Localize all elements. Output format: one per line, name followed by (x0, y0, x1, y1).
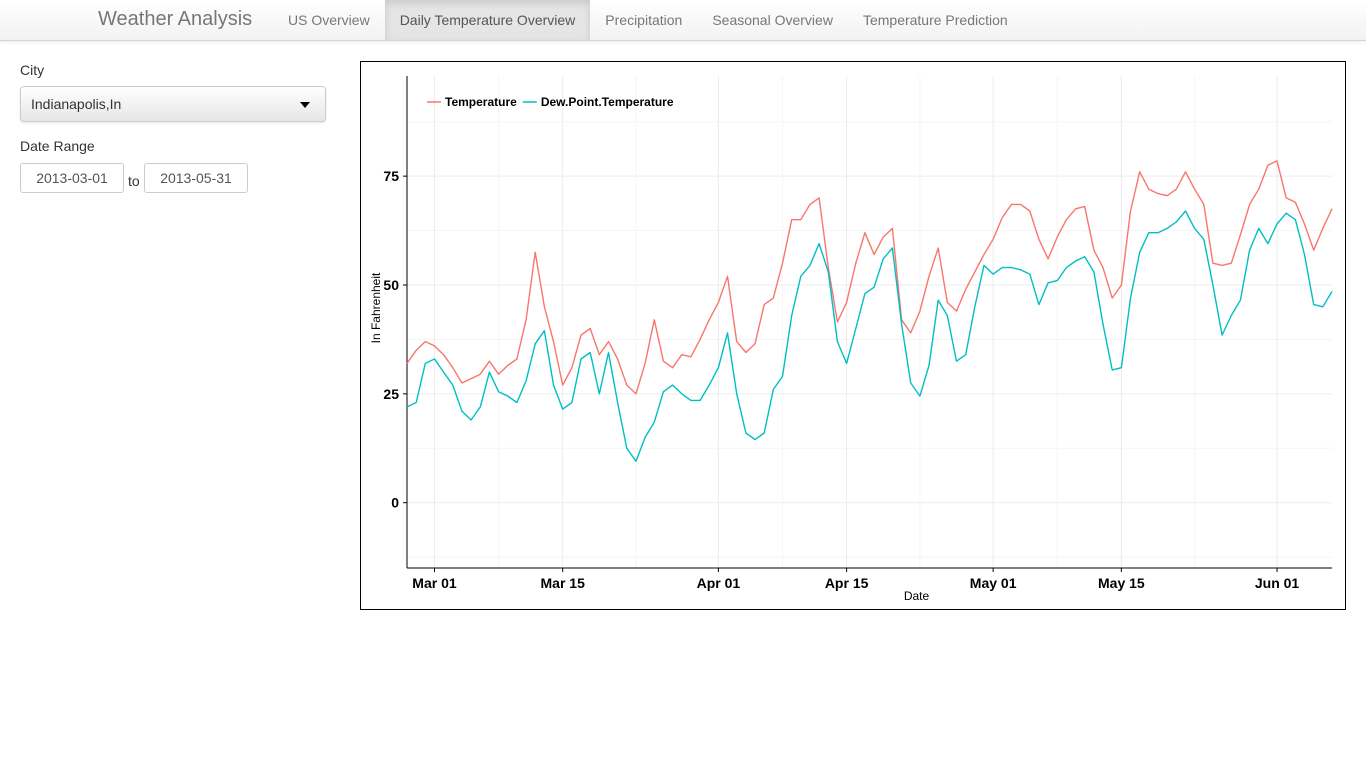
x-tick-label: Apr 15 (825, 575, 869, 591)
date-range-label: Date Range (20, 138, 95, 154)
city-select[interactable]: Indianapolis,In (20, 86, 326, 122)
legend-label-temperature: Temperature (445, 95, 517, 109)
y-tick-label: 75 (383, 168, 399, 184)
y-axis-label: In Fahrenheit (369, 272, 383, 343)
legend-label-dew-point: Dew.Point.Temperature (541, 95, 674, 109)
x-axis-label: Date (904, 589, 930, 603)
temperature-plot: 0 25 50 75 Mar 01 Mar 15 Apr 01 Apr 15 May 01 May… (360, 61, 1346, 610)
x-tick-label: Apr 01 (697, 575, 741, 591)
city-label: City (20, 62, 45, 78)
temperature-chart: 0 25 50 75 Mar 01 Mar 15 Apr 01 Apr 15 May 01 May… (369, 76, 1333, 603)
caret-down-icon (300, 102, 310, 108)
x-tick-label: Jun 01 (1255, 575, 1300, 591)
tab-precipitation[interactable]: Precipitation (605, 12, 683, 28)
tab-daily-temperature-overview[interactable]: Daily Temperature Overview (384, 0, 591, 40)
x-tick-label: Mar 15 (541, 575, 586, 591)
y-tick-label: 0 (391, 495, 399, 511)
date-end-input[interactable]: 2013-05-31 (144, 163, 248, 193)
date-range-separator: to (128, 173, 140, 189)
app-brand[interactable]: Weather Analysis (98, 8, 253, 30)
tab-us-overview[interactable]: US Overview (288, 12, 370, 28)
tab-temperature-prediction[interactable]: Temperature Prediction (862, 12, 1008, 28)
y-tick-label: 25 (383, 386, 399, 402)
x-tick-label: May 15 (1098, 575, 1145, 591)
x-tick-label: Mar 01 (412, 575, 457, 591)
series-line-temperature (406, 160, 1333, 395)
y-tick-label: 50 (383, 277, 399, 293)
series-line-dew-point (406, 210, 1333, 462)
date-start-input[interactable]: 2013-03-01 (20, 163, 124, 193)
x-tick-label: May 01 (970, 575, 1017, 591)
nav-tabs: US Overview Daily Temperature Overview P… (273, 0, 1023, 40)
tab-seasonal-overview[interactable]: Seasonal Overview (712, 12, 833, 28)
navbar: Weather Analysis US Overview Daily Tempe… (0, 0, 1366, 41)
city-select-value: Indianapolis,In (31, 96, 122, 112)
